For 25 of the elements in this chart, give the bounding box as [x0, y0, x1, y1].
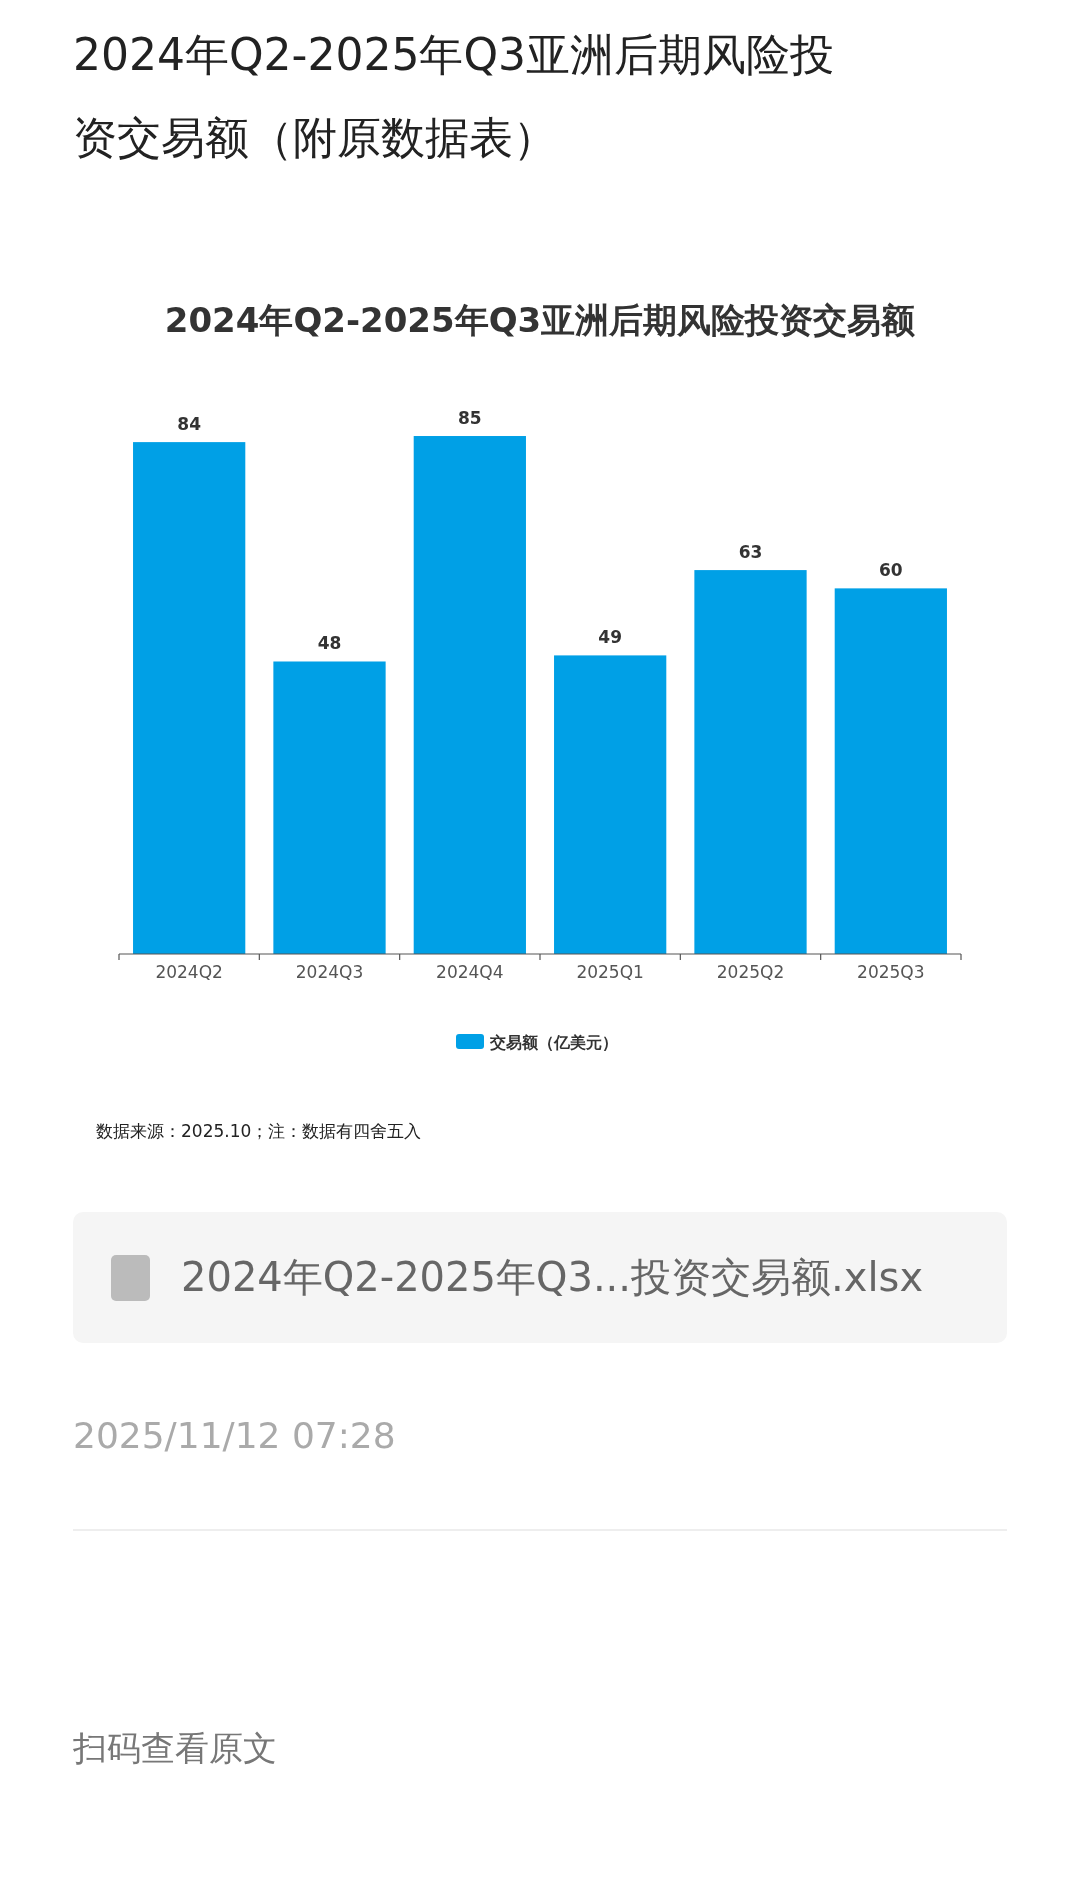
x-tick-label: 2024Q4	[436, 962, 504, 982]
bar	[694, 570, 807, 954]
bar	[834, 588, 947, 954]
text: 2025/11/12 07:28	[73, 1415, 396, 1456]
bar	[554, 655, 667, 954]
legend-label: 交易额（亿美元）	[489, 1033, 618, 1052]
data-label: 49	[598, 627, 622, 648]
x-tick-label: 2025Q2	[716, 962, 785, 982]
chart-subtitle: 2024年Q2-2025年Q3亚洲后期风险投资交易额	[164, 300, 916, 340]
data-label: 85	[458, 408, 482, 429]
data-label: 60	[879, 560, 903, 581]
x-tick-label: 2024Q3	[295, 962, 364, 982]
x-tick-label: 2025Q1	[576, 962, 644, 982]
chart-title: 2024年Q2-2025年Q3亚洲后期风险投资交易额（附原数据表）	[73, 29, 835, 163]
data-label: 48	[317, 633, 342, 654]
text: 2024年Q2-2025年Q3...投资交易额.xlsx	[181, 1254, 924, 1300]
source-note: 数据来源：2025.10；注：数据有四舍五入	[96, 1121, 422, 1141]
bar	[273, 661, 386, 954]
x-tick-label: 2024Q2	[155, 962, 223, 982]
text: 扫码查看原文	[72, 1728, 277, 1768]
data-label: 63	[738, 542, 763, 563]
bar	[413, 436, 526, 954]
bar	[133, 442, 246, 954]
x-tick-label: 2025Q3	[857, 962, 925, 982]
data-label: 84	[177, 414, 202, 435]
